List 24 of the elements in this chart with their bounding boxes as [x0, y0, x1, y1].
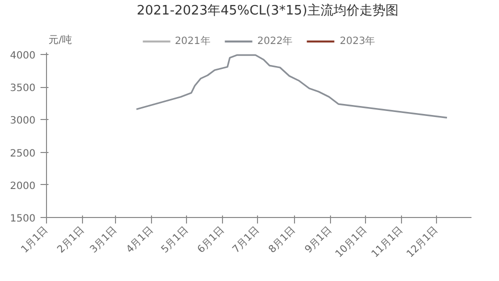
- x-tick-label: 6月1日: [196, 224, 227, 256]
- line-series: [136, 54, 448, 119]
- y-tick-label: 2500: [10, 148, 36, 160]
- x-tick-label: 8月1日: [266, 224, 298, 256]
- legend-label: 2021年: [174, 35, 210, 48]
- y-tick-label: 2000: [10, 180, 36, 192]
- x-tick-label: 4月1日: [124, 224, 156, 256]
- x-tick-label: 9月1日: [303, 224, 334, 256]
- x-tick-label: 1月1日: [19, 224, 50, 256]
- x-tick-label: 12月1日: [404, 224, 440, 260]
- y-tick-label: 3000: [10, 116, 36, 127]
- y-tick-label: 4000: [10, 50, 36, 62]
- x-tick-label: 11月1日: [370, 224, 406, 260]
- legend-label: 2022年: [257, 35, 293, 48]
- x-tick-label: 2月1日: [56, 224, 87, 256]
- legend-label: 2023年: [340, 35, 376, 48]
- y-tick-label: 3500: [10, 83, 36, 94]
- x-tick-label: 10月1日: [334, 224, 370, 260]
- y-tick-label: 1500: [10, 214, 36, 224]
- x-tick-label: 3月1日: [88, 224, 120, 256]
- x-tick-label: 7月1日: [230, 224, 262, 256]
- x-tick-label: 5月1日: [160, 224, 191, 256]
- chart-title: 2021-2023年45%CL(3*15)主流均价走势图: [136, 2, 398, 19]
- y-axis-title: 元/吨: [48, 34, 72, 46]
